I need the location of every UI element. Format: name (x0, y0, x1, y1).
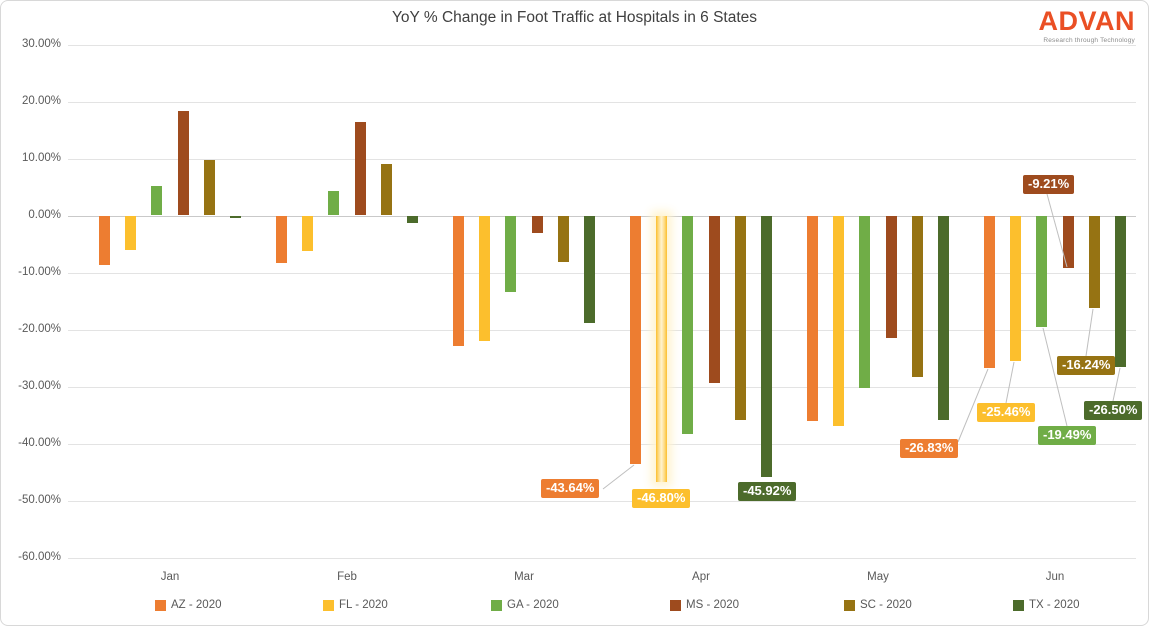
y-axis-tick-label: -20.00% (18, 322, 61, 335)
bar-ms-2020-may (885, 215, 897, 339)
legend-swatch-tx-2020 (1013, 600, 1024, 611)
bar-sc-2020-feb (380, 164, 392, 216)
y-axis-tick-label: -50.00% (18, 493, 61, 506)
bar-sc-2020-may (911, 215, 923, 378)
month-label-mar: Mar (514, 571, 534, 583)
bar-fl-2020-jun (1010, 215, 1022, 361)
bar-tx-2020-feb (407, 215, 418, 223)
gridline (68, 158, 1136, 160)
data-label-ga-2020-jun: -19.49% (1038, 426, 1097, 445)
y-axis-tick-label: -30.00% (18, 379, 61, 392)
legend-item-fl-2020: FL - 2020 (339, 599, 388, 611)
bar-ms-2020-feb (354, 122, 366, 216)
bar-az-2020-apr (630, 215, 641, 465)
bar-fl-2020-apr (656, 215, 668, 483)
bar-ga-2020-may (859, 215, 871, 388)
legend-item-tx-2020: TX - 2020 (1029, 599, 1080, 611)
legend-swatch-az-2020 (155, 600, 166, 611)
data-label-tx-2020-apr: -45.92% (738, 482, 797, 501)
bar-ms-2020-jan (177, 110, 189, 216)
bar-sc-2020-jun (1088, 215, 1100, 309)
bar-az-2020-jun (984, 215, 995, 369)
bar-az-2020-jan (99, 215, 110, 265)
advan-logo-tagline: Research through Technology (1043, 37, 1135, 44)
bar-az-2020-feb (276, 215, 287, 263)
bar-ms-2020-jun (1062, 215, 1074, 268)
gridline (68, 386, 1136, 388)
bar-az-2020-may (807, 215, 818, 421)
bar-fl-2020-jan (125, 215, 137, 251)
bar-fl-2020-mar (479, 215, 491, 341)
x-axis-line (68, 215, 1136, 217)
y-axis-tick-label: 0.00% (28, 208, 61, 221)
bar-ga-2020-feb (328, 190, 340, 216)
data-label-az-2020-jun: -26.83% (900, 439, 959, 458)
advan-logo-wordmark: ADVAN (1038, 6, 1135, 36)
leader-line-az-2020-apr (602, 464, 635, 490)
legend-item-ga-2020: GA - 2020 (507, 599, 559, 611)
legend-item-sc-2020: SC - 2020 (860, 599, 912, 611)
y-axis-tick-label: 20.00% (21, 94, 61, 107)
legend-item-az-2020: AZ - 2020 (171, 599, 222, 611)
gridline (68, 329, 1136, 331)
legend-swatch-ga-2020 (491, 600, 502, 611)
month-label-apr: Apr (692, 571, 710, 583)
data-label-fl-2020-jun: -25.46% (977, 403, 1036, 422)
bar-tx-2020-may (938, 215, 949, 421)
y-axis-tick-label: -40.00% (18, 436, 61, 449)
bar-sc-2020-mar (557, 215, 569, 262)
bar-tx-2020-apr (761, 215, 772, 478)
advan-logo: ADVAN Research through Technology (1038, 6, 1136, 45)
bar-tx-2020-jan (230, 215, 241, 218)
gridline (68, 101, 1136, 103)
bar-az-2020-mar (453, 215, 464, 347)
data-label-fl-2020-apr: -46.80% (632, 489, 691, 508)
y-axis-tick-label: -10.00% (18, 265, 61, 278)
bar-ms-2020-mar (531, 215, 543, 233)
legend-item-ms-2020: MS - 2020 (686, 599, 740, 611)
leader-line-fl-2020-jun (1005, 361, 1015, 404)
bar-tx-2020-mar (584, 215, 595, 323)
month-label-jan: Jan (160, 571, 180, 583)
month-label-jun: Jun (1045, 571, 1065, 583)
bar-tx-2020-jun (1115, 215, 1126, 367)
data-label-ms-2020-jun: -9.21% (1023, 175, 1075, 194)
bar-sc-2020-jan (203, 160, 215, 216)
legend-swatch-ms-2020 (670, 600, 681, 611)
leader-line-ga-2020-jun (1042, 327, 1068, 427)
gridline (68, 272, 1136, 274)
gridline (68, 500, 1136, 502)
leader-line-sc-2020-jun (1085, 308, 1094, 357)
y-axis-tick-label: 10.00% (21, 151, 61, 164)
bar-ga-2020-apr (682, 215, 694, 435)
data-label-sc-2020-jun: -16.24% (1057, 356, 1116, 375)
y-axis-tick-label: 30.00% (21, 37, 61, 50)
legend-swatch-fl-2020 (323, 600, 334, 611)
chart-title: YoY % Change in Foot Traffic at Hospital… (391, 9, 758, 26)
bar-fl-2020-feb (302, 215, 314, 251)
month-label-may: May (867, 571, 889, 583)
legend-swatch-sc-2020 (844, 600, 855, 611)
bar-ga-2020-jun (1036, 215, 1048, 327)
gridline (68, 44, 1136, 46)
data-label-tx-2020-jun: -26.50% (1084, 401, 1143, 420)
data-label-az-2020-apr: -43.64% (541, 479, 600, 498)
month-label-feb: Feb (337, 571, 357, 583)
bar-ga-2020-mar (505, 215, 517, 293)
bar-ms-2020-apr (708, 215, 720, 383)
bar-fl-2020-may (833, 215, 845, 427)
bar-sc-2020-apr (734, 215, 746, 420)
gridline (68, 443, 1136, 445)
y-axis-tick-label: -60.00% (18, 550, 61, 563)
gridline (68, 557, 1136, 559)
bar-ga-2020-jan (151, 186, 163, 216)
